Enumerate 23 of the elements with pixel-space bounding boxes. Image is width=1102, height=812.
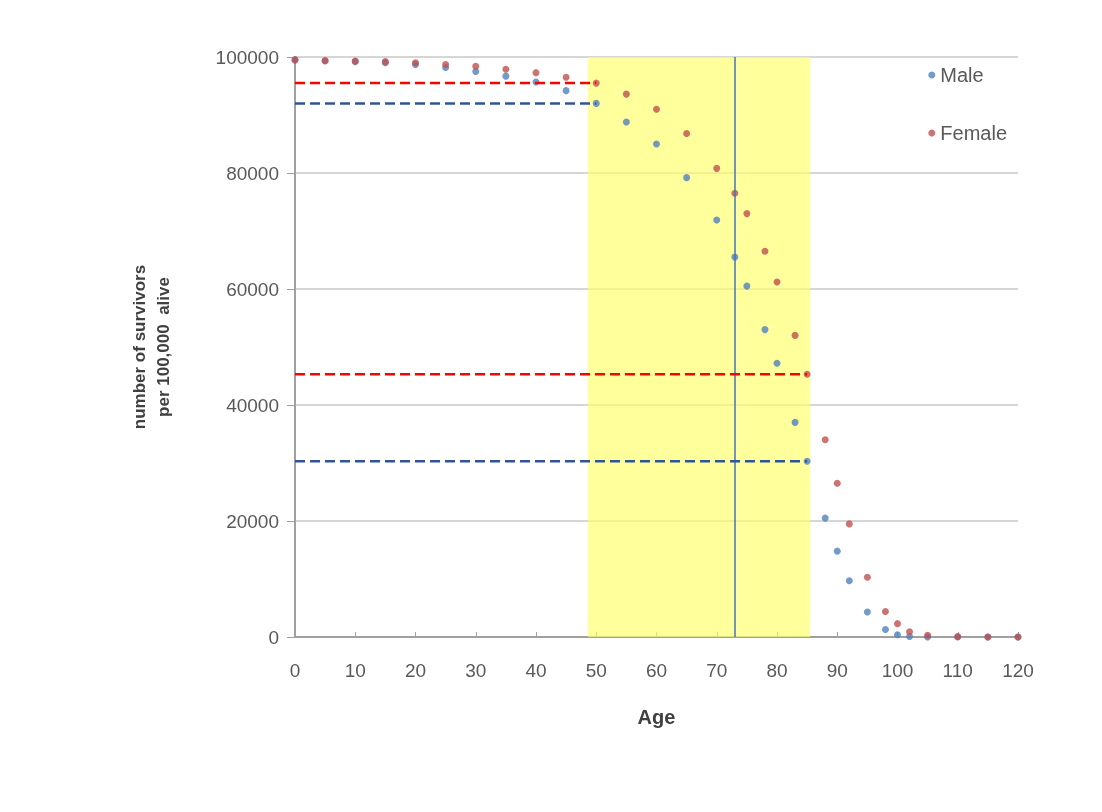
x-tick-label: 20 <box>404 660 427 681</box>
x-tick-label: 70 <box>706 660 728 681</box>
x-tick-label: 0 <box>289 660 301 681</box>
x-tick-label: 110 <box>942 660 973 681</box>
y-tick-label: 20000 <box>226 510 279 532</box>
x-tick-label: 60 <box>645 660 668 681</box>
x-tick-label: 50 <box>585 660 607 681</box>
x-tick-label: 120 <box>1002 660 1034 681</box>
x-tick-label: 30 <box>465 660 487 681</box>
x-tick-label: 80 <box>766 660 788 681</box>
y-tick-label: 0 <box>268 626 279 648</box>
y-axis-title: number of survivors per 100,000 alive <box>129 264 173 430</box>
y-tick-label: 80000 <box>226 162 279 184</box>
x-tick-label: 10 <box>344 660 366 681</box>
y-tick-label: 40000 <box>226 394 279 416</box>
x-tick-label: 90 <box>826 660 848 681</box>
x-axis-title: Age <box>637 706 676 728</box>
x-tick-label: 100 <box>881 660 914 681</box>
legend-label: Male <box>940 64 984 86</box>
legend-label: Female <box>940 122 1008 144</box>
y-tick-label: 60000 <box>226 278 279 300</box>
y-tick-label: 100000 <box>215 46 279 68</box>
x-tick-label: 40 <box>525 660 547 681</box>
